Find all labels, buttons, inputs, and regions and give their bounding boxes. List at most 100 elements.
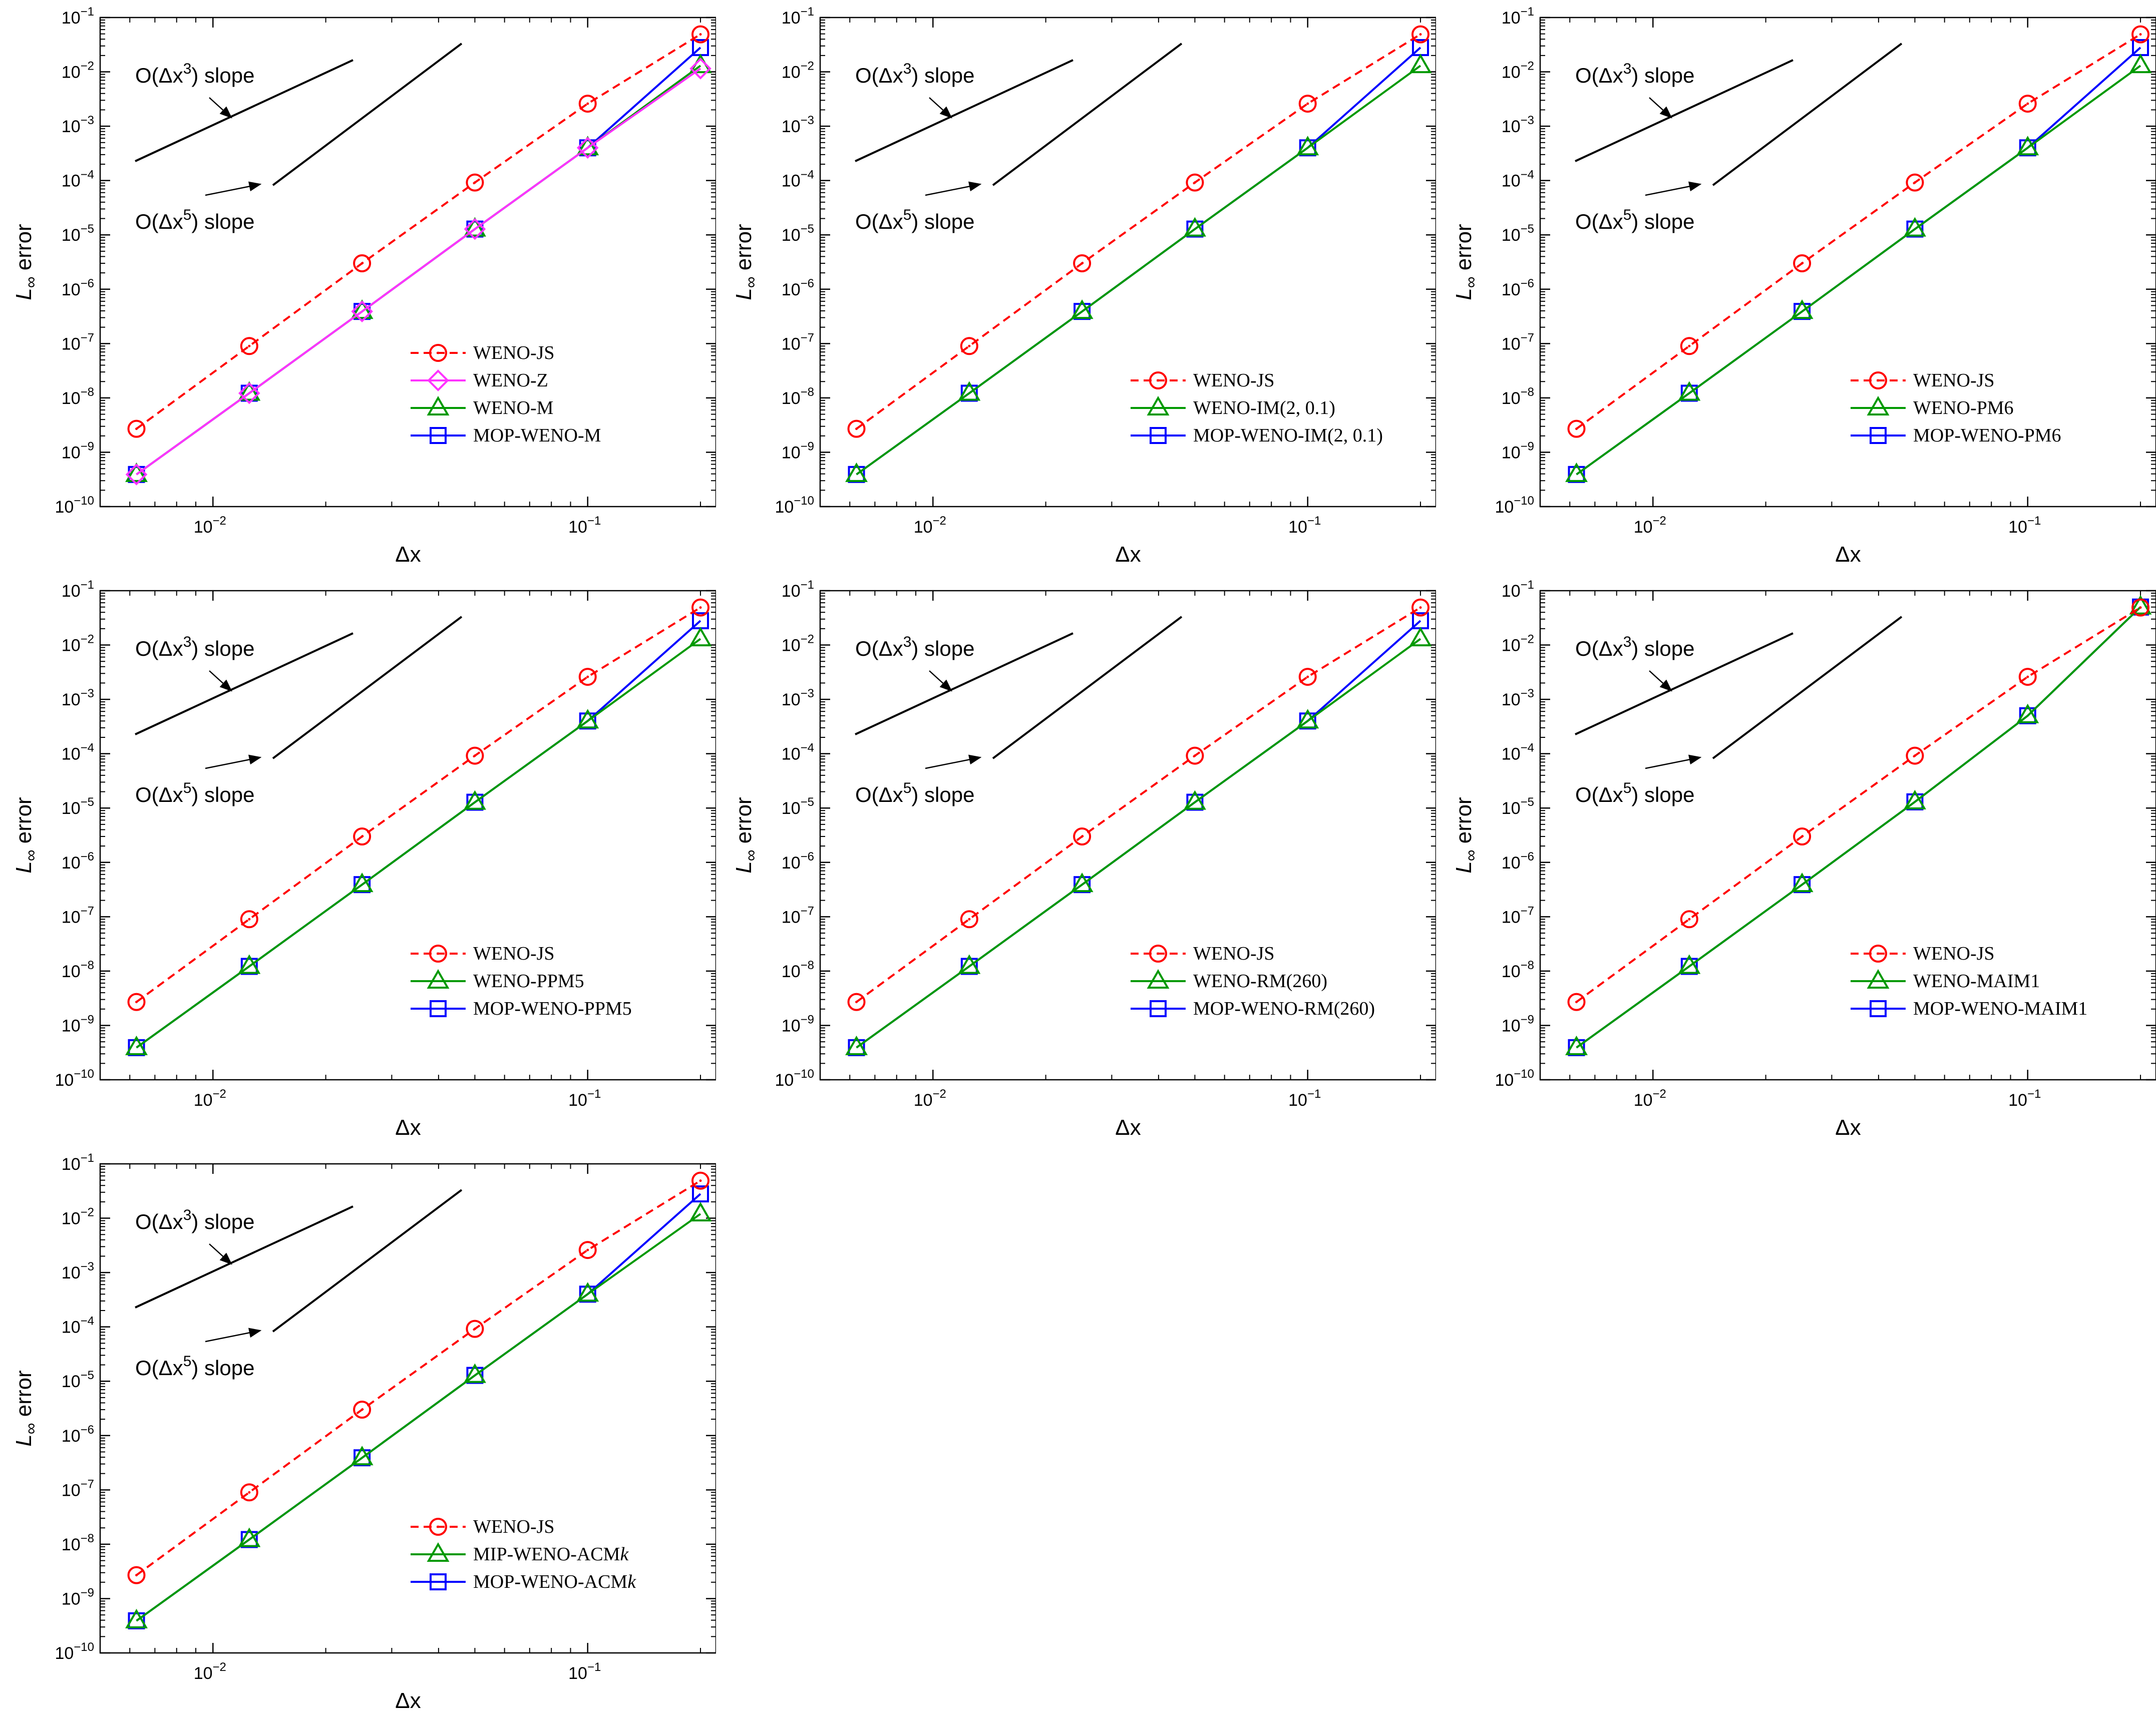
y-tick-exponent: −3	[81, 687, 94, 700]
slope-references: O(Δx3) slope O(Δx5) slope	[855, 43, 1183, 233]
y-tick-label: 10−9	[62, 1013, 94, 1035]
y-tick-exponent: −1	[81, 5, 94, 19]
data-point-center	[2139, 606, 2142, 609]
legend-label: MOP-WENO-PM6	[1913, 425, 2061, 446]
y-tick-label: 10−1	[1502, 5, 1534, 28]
chart-svg: 10−1010−910−810−710−610−510−410−310−210−…	[12, 1151, 717, 1713]
y-tick-label: 10−4	[1502, 741, 1534, 764]
data-point	[576, 709, 599, 729]
series-line	[136, 606, 701, 1003]
legend-label: MOP-WENO-PPM5	[473, 998, 632, 1019]
y-tick-label: 10−10	[55, 1067, 94, 1090]
data-point	[691, 25, 710, 44]
slope5-line	[992, 616, 1183, 759]
y-tick-exponent: −7	[81, 331, 94, 344]
legend-label: WENO-JS	[473, 342, 555, 363]
slope5-line	[992, 43, 1183, 186]
data-point	[689, 1201, 712, 1221]
y-tick-exponent: −8	[81, 385, 94, 399]
y-tick-exponent: −3	[801, 687, 814, 700]
y-tick-label: 10−6	[1502, 277, 1534, 299]
y-ticks: 10−10 10−9 10−8 10−7 10−6 10−5 10−4 10−3 10−2 10−…	[1495, 578, 2156, 1090]
x-tick-exponent: −1	[1307, 514, 1321, 528]
x-tick-exponent: −2	[933, 514, 946, 528]
x-tick-exponent: −2	[1653, 514, 1666, 528]
y-axis-label-symbol: L	[732, 288, 756, 300]
legend-marker-center	[1877, 952, 1880, 955]
y-tick-label: 10−6	[62, 850, 94, 873]
series-line	[1576, 33, 2141, 430]
x-axis-label: Δx	[395, 542, 421, 567]
y-tick-exponent: −1	[801, 578, 814, 592]
legend-label: WENO-JS	[473, 1516, 555, 1537]
y-tick-label: 10−5	[62, 1369, 94, 1391]
legend: WENO-JS WENO-IM(2, 0.1) MOP-WENO-IM(2, 0.1…	[1131, 370, 1383, 446]
y-tick-label: 10−10	[1495, 494, 1534, 517]
legend-marker	[1869, 371, 1887, 389]
data-point-center	[361, 262, 364, 265]
series-mop-weno-pm6	[1568, 39, 2149, 483]
legend-label: WENO-MAIM1	[1913, 971, 2040, 992]
chart-svg: 10−1010−910−810−710−610−510−410−310−210−…	[12, 5, 717, 567]
legend-label: WENO-JS	[1193, 943, 1275, 964]
slope-references: O(Δx3) slope O(Δx5) slope	[1575, 43, 1903, 233]
legend-marker-center	[1157, 952, 1160, 955]
y-tick-exponent: −9	[801, 1013, 814, 1026]
x-tick-exponent: −1	[1307, 1087, 1321, 1101]
series-weno-im-2-0-1	[845, 54, 1432, 482]
x-axis-label: Δx	[1115, 1115, 1141, 1140]
legend-label: MOP-WENO-M	[473, 425, 601, 446]
x-tick-exponent: −1	[587, 514, 601, 528]
legend-marker-center	[1157, 379, 1160, 382]
data-point-center	[968, 344, 971, 347]
y-tick-exponent: −1	[801, 5, 814, 19]
chart-svg: 10−1010−910−810−710−610−510−410−310−210−…	[1452, 578, 2156, 1140]
data-point	[466, 173, 484, 192]
y-tick-label: 10−6	[62, 277, 94, 299]
y-tick-label: 10−2	[782, 60, 814, 82]
y-axis-label-symbol: L	[12, 1434, 36, 1446]
legend-label: MOP-WENO-RM(260)	[1193, 998, 1375, 1019]
x-tick-exponent: −1	[587, 1660, 601, 1674]
y-tick-exponent: −8	[81, 1532, 94, 1545]
series-weno-js	[847, 25, 1430, 438]
y-tick-label: 10−8	[782, 959, 814, 981]
data-point	[1790, 873, 1814, 893]
slope3-line	[135, 1205, 353, 1309]
legend-marker	[430, 1573, 447, 1590]
y-tick-exponent: −6	[1521, 277, 1534, 290]
series-line	[136, 47, 701, 476]
data-point	[1678, 954, 1701, 974]
data-point	[125, 1035, 148, 1055]
data-point-center	[1913, 754, 1916, 757]
y-tick-label: 10−5	[1502, 795, 1534, 818]
legend-marker-center	[437, 351, 440, 354]
y-tick-label: 10−3	[62, 687, 94, 709]
y-tick-label: 10−1	[62, 578, 94, 601]
y-tick-exponent: −10	[1514, 1067, 1534, 1081]
y-tick-label: 10−4	[782, 168, 814, 191]
data-point-center	[1193, 754, 1196, 757]
data-point-center	[1081, 835, 1084, 838]
y-tick-label: 10−5	[62, 222, 94, 245]
x-tick-exponent: −1	[587, 1087, 601, 1101]
data-point	[2016, 136, 2039, 156]
y-tick-exponent: −3	[81, 114, 94, 127]
x-axis-label: Δx	[1835, 542, 1861, 567]
y-axis-label: L∞ error	[12, 1370, 40, 1446]
data-point	[578, 1241, 597, 1259]
data-point	[576, 1282, 599, 1302]
slope3-line	[1575, 59, 1793, 162]
y-tick-label: 10−3	[62, 1260, 94, 1282]
y-tick-label: 10−5	[782, 795, 814, 818]
y-tick-exponent: −9	[81, 1013, 94, 1026]
data-point	[238, 954, 261, 974]
y-tick-exponent: −2	[1521, 633, 1534, 646]
data-point	[960, 337, 978, 355]
data-point	[1906, 173, 1924, 192]
legend-label: MOP-WENO-ACMk	[473, 1571, 636, 1592]
legend-label: MOP-WENO-MAIM1	[1913, 998, 2087, 1019]
y-axis-label: L∞ error	[1452, 797, 1480, 873]
data-point-center	[1193, 181, 1196, 184]
y-tick-label: 10−6	[782, 850, 814, 873]
